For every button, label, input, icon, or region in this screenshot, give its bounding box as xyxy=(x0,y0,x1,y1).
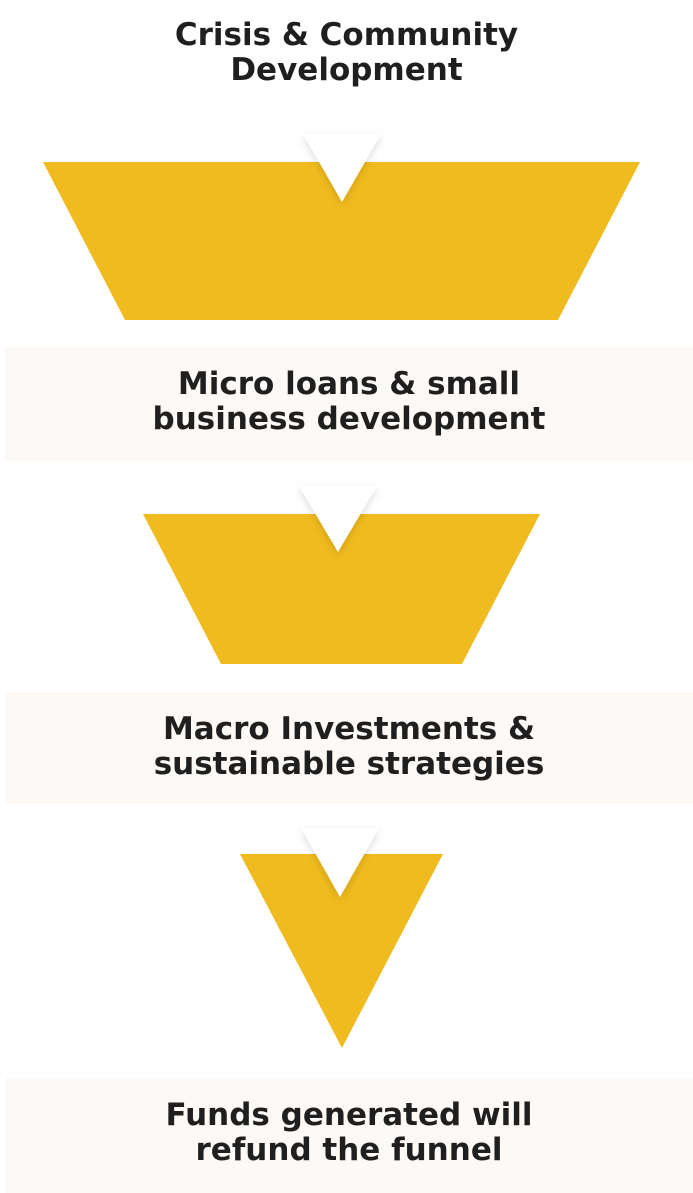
stage-band: Micro loans & small business development xyxy=(5,347,693,461)
notch-arrow-icon xyxy=(303,134,381,202)
stage-band: Macro Investments & sustainable strategi… xyxy=(5,692,693,804)
notch-arrow-icon xyxy=(299,486,377,552)
notch-arrow-icon xyxy=(301,828,379,897)
stage-label: Macro Investments & sustainable strategi… xyxy=(153,711,545,782)
funnel-level-middle xyxy=(143,514,540,664)
stage-band: Funds generated will refund the funnel xyxy=(5,1078,693,1193)
stage-label: Micro loans & small business development xyxy=(152,366,546,437)
diagram-title: Crisis & Community Development xyxy=(174,17,519,88)
funnel-level-bottom xyxy=(240,854,443,1048)
stage-label: Funds generated will refund the funnel xyxy=(165,1097,533,1168)
funnel-level-top xyxy=(43,162,640,320)
